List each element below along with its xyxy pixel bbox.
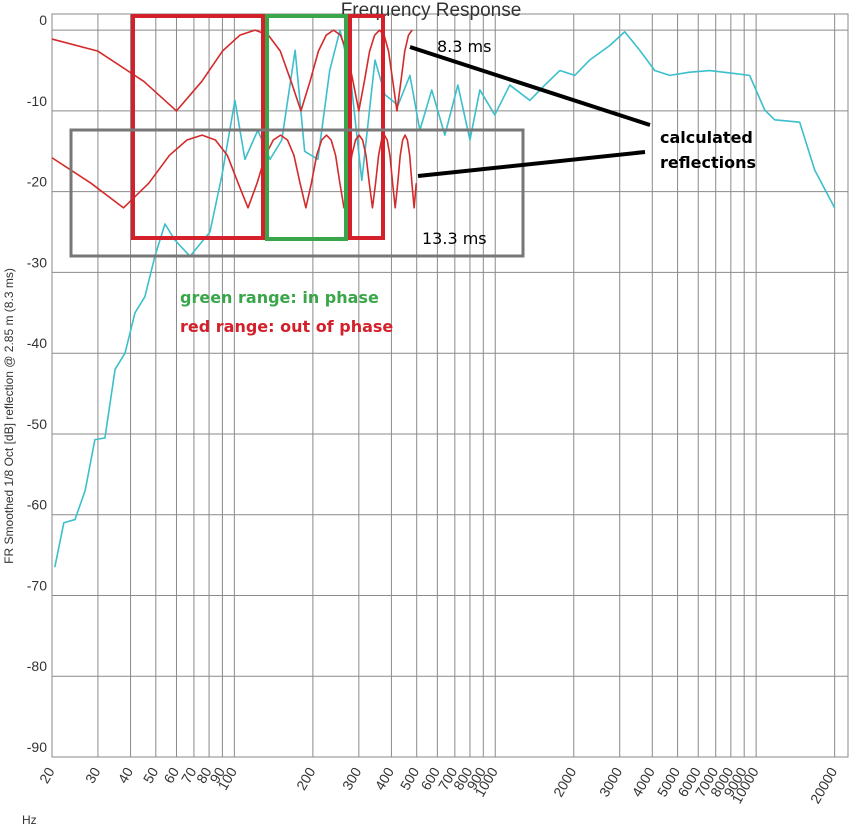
red-range-box: [348, 14, 385, 240]
y-tick-label: -40: [27, 335, 47, 351]
annotation: green range: in phase: [180, 288, 379, 307]
pointer-line: [409, 45, 651, 127]
x-tick-label: 3000: [596, 764, 626, 799]
annotation: red range: out of phase: [180, 317, 393, 336]
x-tick-label: 30: [82, 764, 104, 786]
x-tick-label: 80: [193, 764, 215, 786]
y-tick-label: -10: [27, 93, 47, 109]
x-axis-label: Hz: [22, 813, 37, 827]
red-range-box: [131, 14, 265, 240]
x-tick-label: 4000: [628, 764, 658, 799]
y-axis-label: FR Smoothed 1/8 Oct [dB] reflection @ 2.…: [2, 268, 16, 564]
reflection-box: [69, 128, 525, 258]
annotation: 8.3 ms: [437, 37, 491, 56]
x-tick-label: 20: [36, 764, 58, 786]
plot-frame: [51, 13, 849, 758]
grid: 0 -10 -20 -30 -40 -50 -60 -70 -80 -90 20 30 40 50 6070…: [27, 12, 849, 806]
x-tick-label: 40: [114, 764, 136, 786]
y-tick-label: -70: [27, 577, 47, 593]
y-tick-label: -80: [27, 658, 47, 674]
x-tick-label: 400: [371, 764, 397, 792]
x-tick-label: 500: [397, 764, 423, 792]
plot-lines: [51, 29, 836, 568]
annotation: reflections: [660, 153, 756, 172]
x-tick-label: 50: [140, 764, 162, 786]
x-tick-label: 200: [293, 764, 319, 792]
annotation: 13.3 ms: [422, 229, 487, 248]
y-tick-label: -30: [27, 254, 47, 270]
x-tick-label: 90: [206, 764, 228, 786]
pointer-line: [417, 150, 646, 178]
series-line: [54, 29, 836, 568]
y-tick-label: 0: [39, 12, 47, 28]
green-range-box: [265, 14, 348, 241]
x-tick-label: 2000: [550, 764, 580, 799]
series-line: [51, 29, 413, 112]
x-tick-label: 20000: [807, 764, 840, 806]
x-tick-label: 70: [178, 764, 200, 786]
x-tick-label: 60: [160, 764, 182, 786]
y-tick-label: -60: [27, 497, 47, 513]
y-tick-label: -90: [27, 739, 47, 755]
annotation: calculated: [660, 128, 753, 147]
y-tick-label: -50: [27, 416, 47, 432]
x-tick-label: 300: [339, 764, 365, 792]
y-tick-label: -20: [27, 174, 47, 190]
chart-title: Frequency Response: [341, 0, 522, 21]
series-line: [51, 134, 418, 209]
